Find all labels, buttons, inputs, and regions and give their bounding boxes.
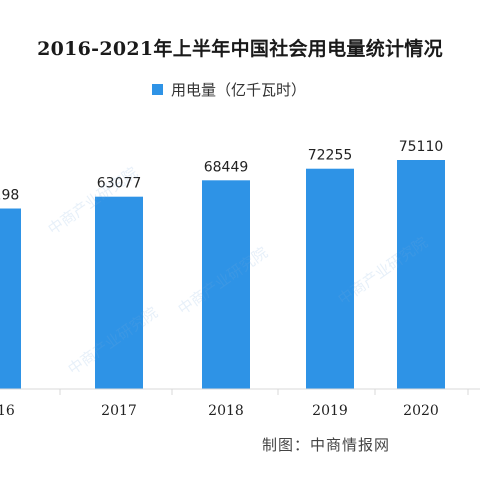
source-credit: 制图：中商情报网 [262,436,391,454]
legend-label: 用电量（亿千瓦时） [171,81,307,99]
legend-swatch [152,84,163,95]
x-tick-label-2019: 2019 [312,403,348,419]
data-label-2016: 59198 [0,188,19,204]
legend: 用电量（亿千瓦时） [152,79,306,100]
x-tick-label-2018: 2018 [208,403,244,419]
data-label-2019: 72255 [308,148,353,164]
data-label-2020: 75110 [399,139,444,155]
bar-2020 [397,160,445,389]
x-tick-label-2020: 2020 [403,403,439,419]
x-tick-label-2016: 2016 [0,403,15,419]
data-label-2017: 63077 [97,176,142,192]
chart-title: 2016-2021年上半年中国社会用电量统计情况 [37,38,443,60]
data-label-2018: 68449 [204,159,249,175]
bar-2019 [306,168,354,389]
x-tick-label-2017: 2017 [101,403,137,419]
bar-2016 [0,208,21,389]
bar-2017 [95,196,143,389]
bar-2018 [202,180,250,389]
